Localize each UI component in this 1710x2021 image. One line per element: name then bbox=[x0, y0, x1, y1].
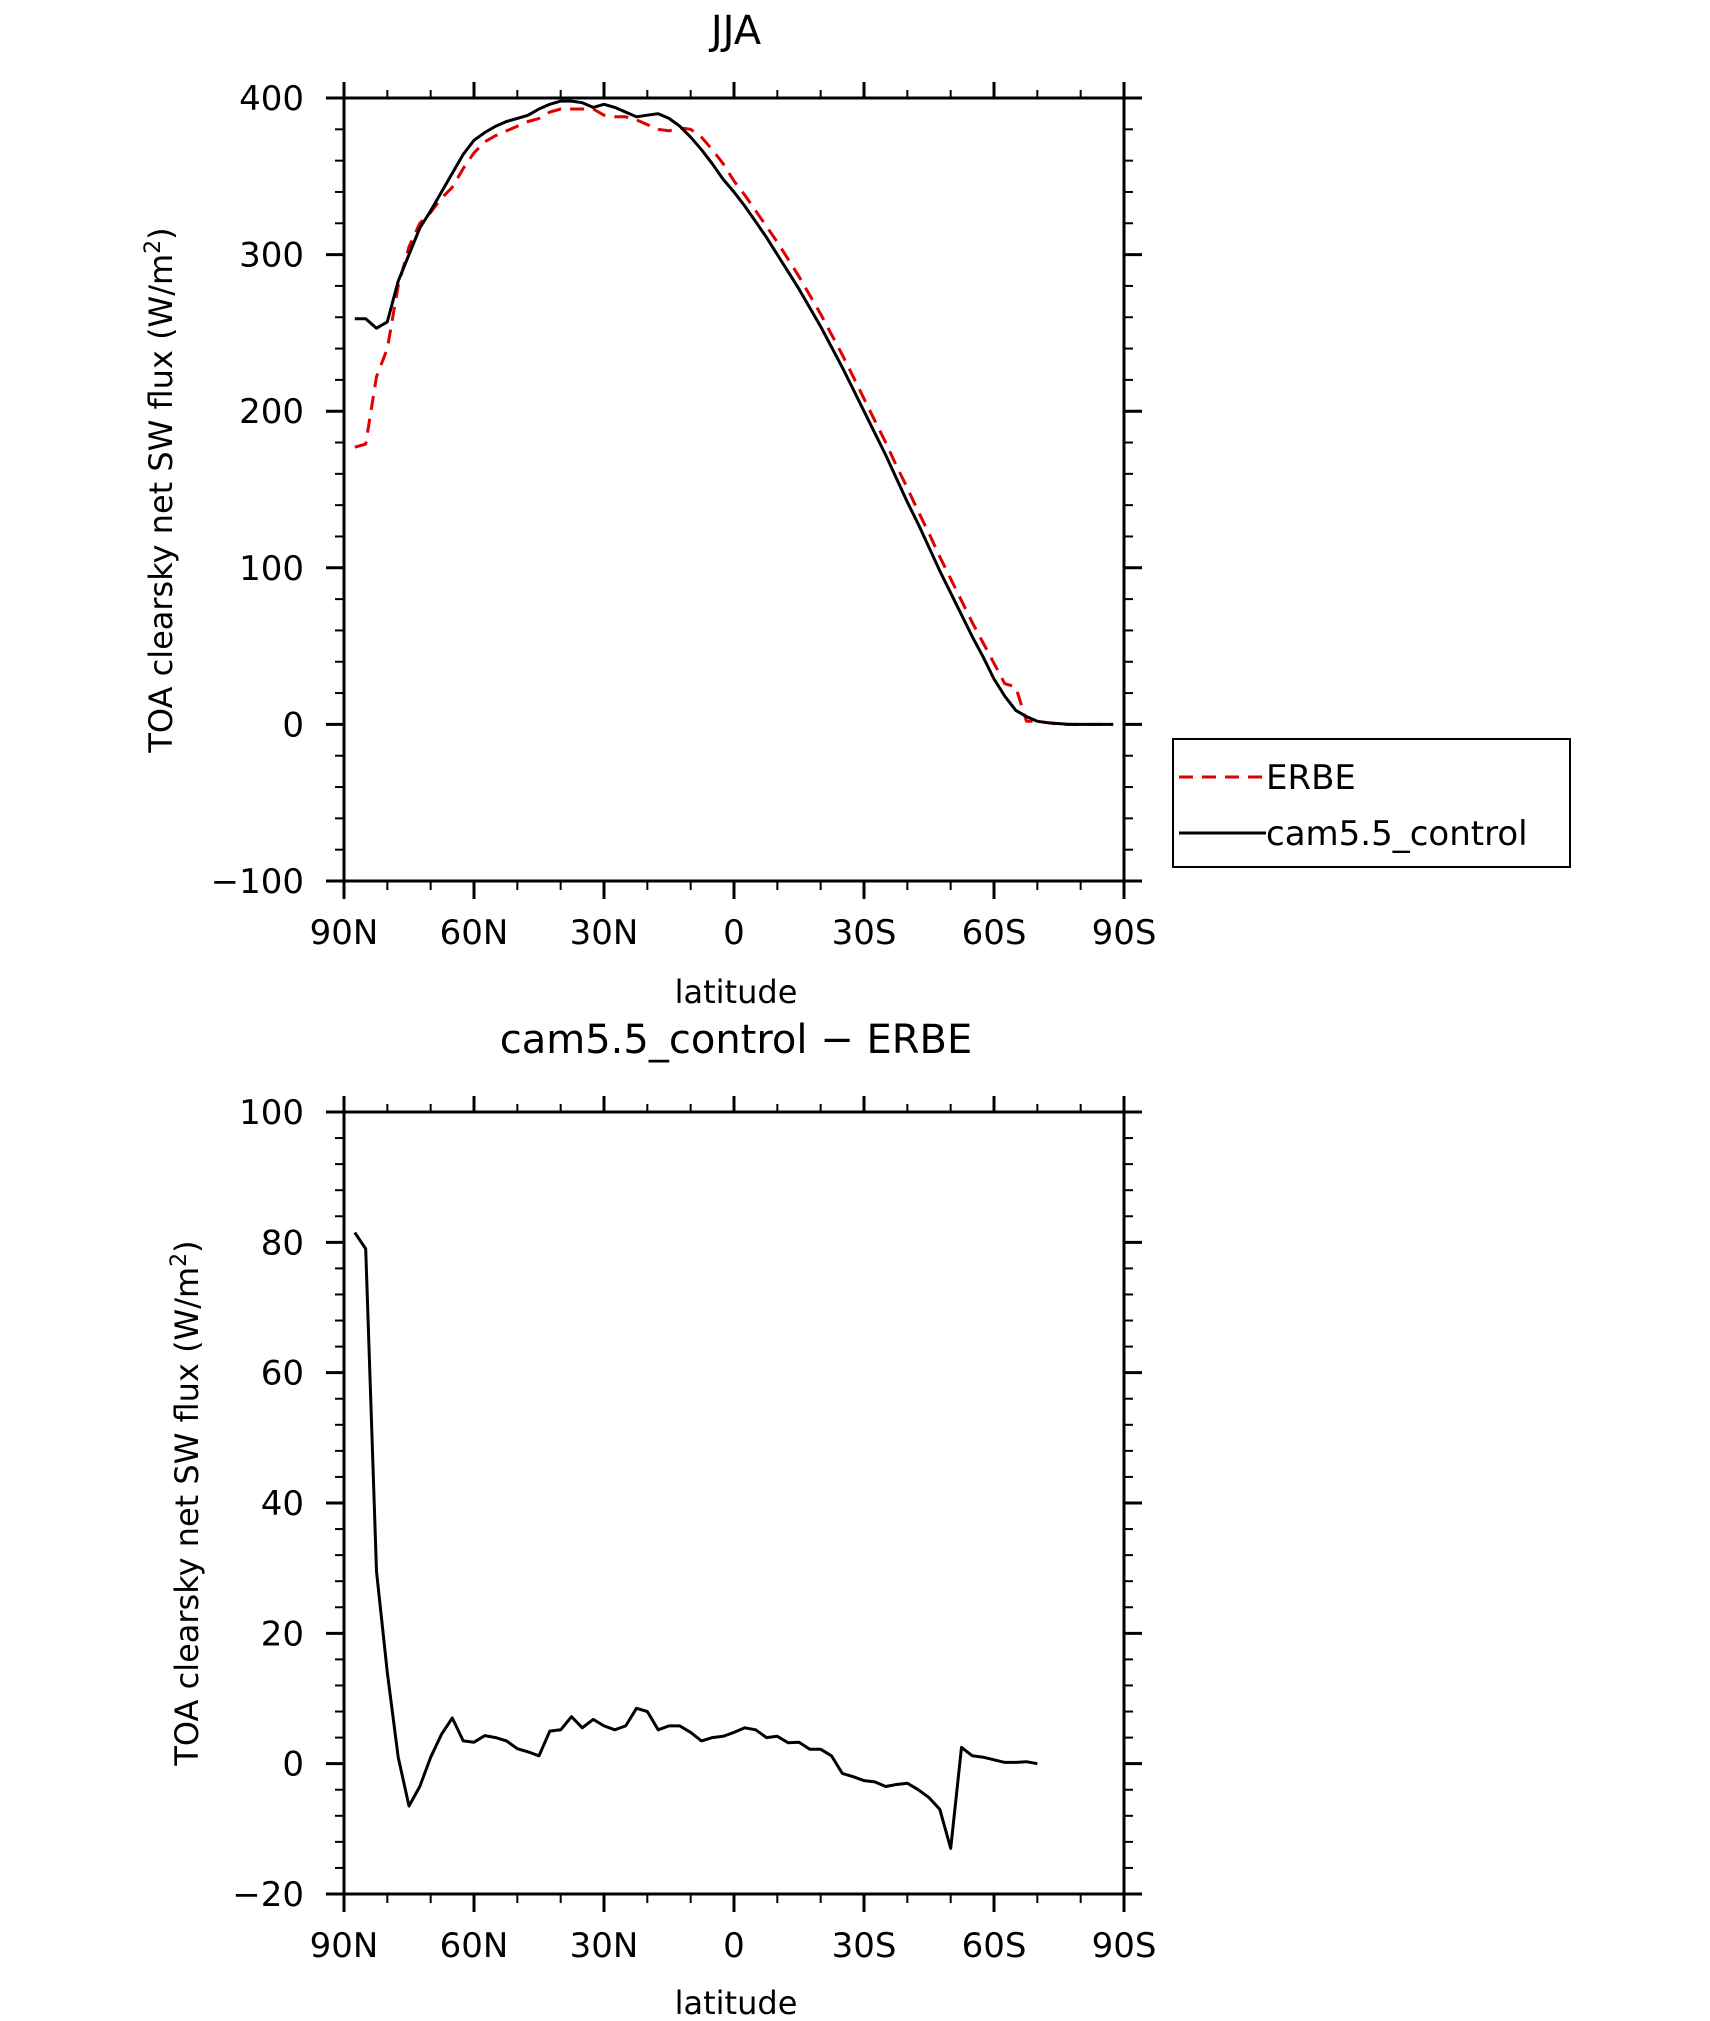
bottom-series-layer bbox=[353, 1231, 1038, 1850]
top-x-tick-label: 30N bbox=[570, 913, 639, 953]
bottom-y-tick-label: −20 bbox=[232, 1875, 304, 1915]
bottom-y-tick-label: 40 bbox=[261, 1484, 304, 1524]
bottom-x-tick-label: 30N bbox=[570, 1926, 639, 1966]
bottom-y-tick-label: 0 bbox=[282, 1745, 304, 1785]
top-x-tick-label: 30S bbox=[832, 913, 897, 953]
top-axes: 90N 60N 30N 0 30S 60S 90S −100 0 100 200 300 400 bbox=[211, 79, 1157, 953]
bottom-axes: 90N 60N 30N 0 30S 60S 90S −20 0 20 40 60 80 100 bbox=[232, 1093, 1156, 1966]
top-series-line-1 bbox=[354, 99, 1114, 726]
bottom-y-tick-label: 20 bbox=[261, 1614, 304, 1654]
top-y-axis-label: TOA clearsky net SW flux (W/m2) bbox=[141, 227, 180, 753]
legend: ERBE cam5.5_control bbox=[1172, 738, 1571, 868]
bottom-x-tick-label: 30S bbox=[832, 1926, 897, 1966]
top-y-tick-label: 200 bbox=[239, 392, 304, 432]
top-chart: JJA 90N 60N 30N 0 30S 60S 90S −100 0 100 200 300 400… bbox=[141, 8, 1571, 1011]
bottom-y-tick-label: 80 bbox=[261, 1223, 304, 1263]
bottom-series-line-0 bbox=[353, 1231, 1038, 1850]
bottom-x-tick-label: 90S bbox=[1092, 1926, 1157, 1966]
bottom-plot-frame bbox=[342, 1110, 1126, 1896]
bottom-y-tick-label: 60 bbox=[261, 1354, 304, 1394]
bottom-x-tick-label: 60N bbox=[440, 1926, 509, 1966]
top-x-axis-label: latitude bbox=[675, 973, 798, 1011]
legend-label-cam: cam5.5_control bbox=[1266, 814, 1528, 854]
top-x-tick-label: 90N bbox=[310, 913, 379, 953]
top-y-tick-label: 0 bbox=[282, 705, 304, 745]
top-series-line-0 bbox=[354, 107, 1114, 726]
top-x-tick-label: 60N bbox=[440, 913, 509, 953]
bottom-x-tick-label: 90N bbox=[310, 1926, 379, 1966]
top-x-tick-label: 60S bbox=[962, 913, 1027, 953]
legend-box bbox=[1172, 738, 1571, 868]
top-y-tick-label: 300 bbox=[239, 236, 304, 276]
top-y-tick-label: 400 bbox=[239, 79, 304, 119]
top-y-tick-label: −100 bbox=[211, 862, 304, 902]
bottom-y-tick-label: 100 bbox=[239, 1093, 304, 1133]
top-x-tick-label: 90S bbox=[1092, 913, 1157, 953]
bottom-chart-title: cam5.5_control − ERBE bbox=[500, 1017, 972, 1063]
bottom-y-axis-label: TOA clearsky net SW flux (W/m2) bbox=[167, 1240, 206, 1766]
top-plot-frame bbox=[342, 96, 1126, 883]
top-series-layer bbox=[354, 99, 1114, 726]
top-y-tick-label: 100 bbox=[239, 549, 304, 589]
top-x-tick-label: 0 bbox=[723, 913, 745, 953]
legend-label-erbe: ERBE bbox=[1266, 758, 1356, 798]
bottom-chart: cam5.5_control − ERBE 90N 60N 30N 0 30S 60S 90… bbox=[167, 1017, 1156, 2021]
bottom-x-tick-label: 60S bbox=[962, 1926, 1027, 1966]
top-chart-title: JJA bbox=[708, 8, 762, 54]
bottom-x-tick-label: 0 bbox=[723, 1926, 745, 1966]
bottom-x-axis-label: latitude bbox=[675, 1984, 798, 2021]
